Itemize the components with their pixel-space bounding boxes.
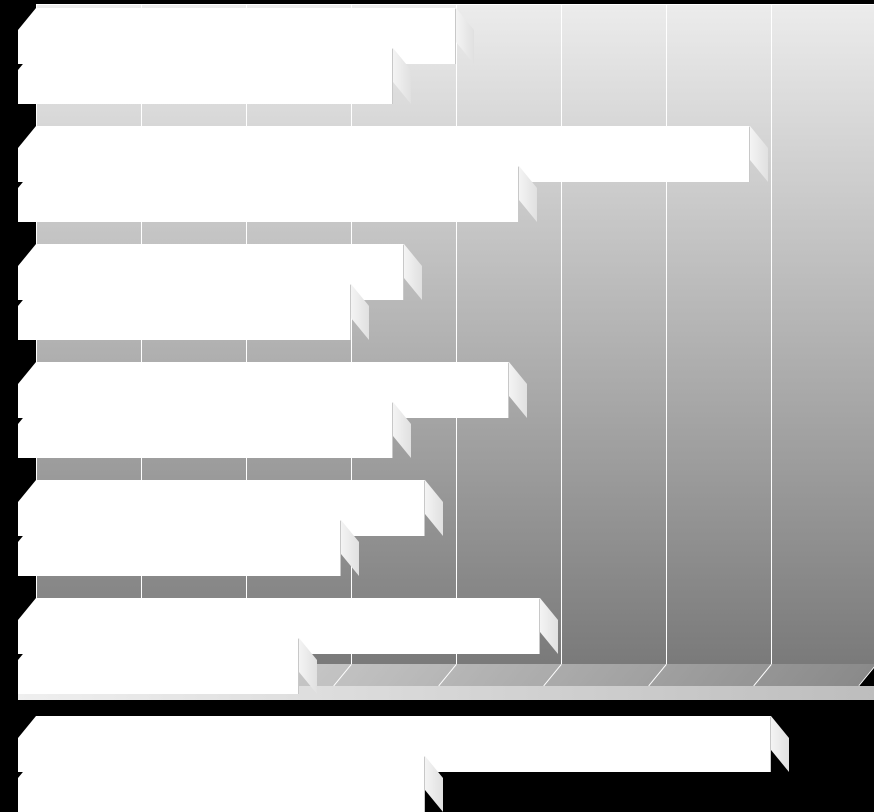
bar-top — [18, 48, 393, 70]
bar-top — [18, 520, 341, 542]
bar — [18, 542, 341, 576]
bar-top — [18, 8, 456, 30]
bar-top — [18, 244, 404, 266]
bar — [18, 424, 393, 458]
bar-end-cap — [771, 716, 789, 772]
bar — [18, 306, 351, 340]
bar-top — [18, 126, 750, 148]
chart-3d-bar — [0, 0, 874, 703]
bar-top — [18, 362, 509, 384]
bar-top — [18, 716, 771, 738]
bar — [18, 778, 425, 812]
bar-top — [18, 480, 425, 502]
bar-top — [18, 756, 425, 778]
gridline-vertical — [561, 4, 562, 664]
bar — [18, 188, 519, 222]
bar-top — [18, 284, 351, 306]
gridline-horizontal — [36, 4, 874, 5]
bar-top — [18, 402, 393, 424]
bar-top — [18, 166, 519, 188]
bar-top — [18, 598, 540, 620]
bar — [18, 70, 393, 104]
gridline-vertical — [666, 4, 667, 664]
gridline-vertical — [456, 4, 457, 664]
gridline-vertical — [771, 4, 772, 664]
bar-top — [18, 638, 299, 660]
bar — [18, 660, 299, 694]
